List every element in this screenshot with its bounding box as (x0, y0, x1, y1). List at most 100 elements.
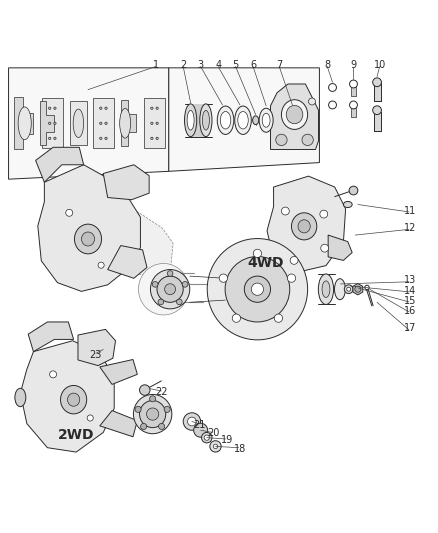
Ellipse shape (259, 108, 273, 132)
Circle shape (302, 134, 313, 146)
Polygon shape (78, 329, 116, 366)
Polygon shape (108, 246, 147, 278)
Text: 14: 14 (404, 286, 417, 295)
Text: 10: 10 (374, 60, 386, 70)
Ellipse shape (74, 224, 102, 254)
Text: 20: 20 (208, 429, 220, 438)
Circle shape (253, 249, 261, 257)
Ellipse shape (120, 108, 131, 138)
Circle shape (152, 281, 158, 287)
Circle shape (350, 80, 357, 88)
Circle shape (349, 186, 358, 195)
Circle shape (204, 435, 209, 440)
Circle shape (151, 107, 153, 109)
Circle shape (49, 107, 51, 109)
Text: 22: 22 (155, 387, 168, 397)
Ellipse shape (138, 263, 189, 315)
Circle shape (54, 122, 56, 124)
Circle shape (187, 417, 196, 426)
Ellipse shape (347, 287, 351, 291)
Bar (191, 104, 206, 136)
Ellipse shape (134, 394, 172, 434)
Circle shape (213, 444, 218, 449)
Ellipse shape (298, 220, 310, 233)
Text: 7: 7 (276, 60, 283, 70)
Ellipse shape (235, 106, 251, 134)
Circle shape (167, 271, 173, 276)
Polygon shape (38, 165, 141, 292)
Ellipse shape (253, 116, 259, 125)
Ellipse shape (200, 104, 212, 136)
Polygon shape (14, 97, 33, 149)
Circle shape (210, 441, 221, 452)
Text: 8: 8 (324, 60, 330, 70)
Text: 6: 6 (250, 60, 256, 70)
Ellipse shape (238, 111, 248, 129)
Bar (374, 83, 381, 101)
Bar (374, 111, 381, 131)
Circle shape (156, 122, 158, 124)
Circle shape (350, 101, 357, 109)
Circle shape (182, 281, 188, 287)
Ellipse shape (286, 106, 303, 124)
Ellipse shape (291, 213, 317, 240)
Circle shape (159, 423, 165, 430)
Ellipse shape (67, 393, 80, 406)
Circle shape (287, 274, 296, 282)
Ellipse shape (217, 106, 234, 134)
Ellipse shape (262, 113, 270, 127)
Text: 11: 11 (404, 206, 417, 216)
Text: 16: 16 (404, 305, 417, 316)
Ellipse shape (225, 256, 290, 322)
Ellipse shape (187, 110, 194, 130)
Circle shape (54, 107, 56, 109)
Circle shape (321, 244, 328, 252)
Circle shape (151, 137, 153, 140)
Circle shape (49, 137, 51, 140)
Circle shape (98, 262, 104, 268)
Circle shape (373, 106, 381, 115)
Circle shape (54, 137, 56, 140)
Polygon shape (117, 202, 173, 278)
Polygon shape (267, 176, 346, 272)
Circle shape (158, 299, 164, 305)
Ellipse shape (140, 400, 166, 427)
Circle shape (365, 285, 369, 289)
Ellipse shape (60, 385, 87, 414)
Ellipse shape (220, 111, 231, 129)
Text: 4WD: 4WD (247, 256, 284, 270)
Text: 9: 9 (350, 60, 357, 70)
Circle shape (373, 78, 381, 87)
Text: 17: 17 (404, 324, 417, 334)
Polygon shape (39, 101, 54, 145)
Circle shape (201, 432, 212, 443)
Polygon shape (353, 284, 363, 295)
Text: 12: 12 (404, 223, 417, 233)
Polygon shape (9, 68, 169, 179)
Text: 13: 13 (404, 276, 417, 286)
Circle shape (49, 122, 51, 124)
Circle shape (156, 137, 158, 140)
Circle shape (274, 314, 283, 322)
Polygon shape (20, 341, 114, 452)
Text: 21: 21 (193, 419, 205, 430)
Circle shape (183, 413, 201, 430)
Ellipse shape (343, 201, 352, 207)
Circle shape (320, 210, 328, 218)
Circle shape (308, 98, 315, 105)
Polygon shape (144, 98, 165, 148)
Ellipse shape (18, 107, 31, 140)
Polygon shape (42, 98, 63, 148)
Text: 5: 5 (233, 60, 239, 70)
Ellipse shape (150, 270, 190, 309)
Ellipse shape (207, 239, 307, 340)
Polygon shape (271, 84, 318, 149)
Ellipse shape (244, 276, 271, 302)
Ellipse shape (318, 274, 334, 304)
Polygon shape (328, 235, 352, 261)
Ellipse shape (147, 408, 159, 420)
Polygon shape (169, 68, 319, 171)
Circle shape (232, 314, 240, 322)
Ellipse shape (157, 276, 183, 302)
Polygon shape (100, 359, 138, 384)
